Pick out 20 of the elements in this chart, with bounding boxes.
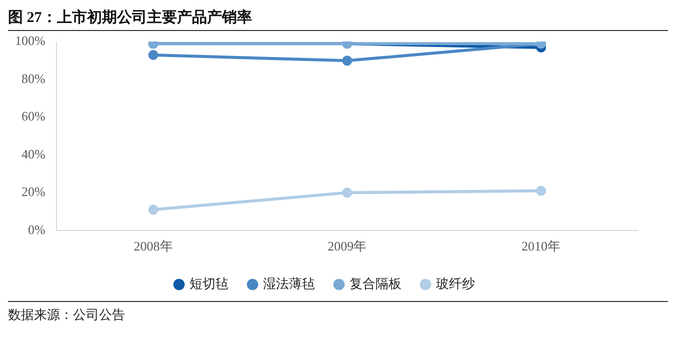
point — [342, 56, 352, 66]
y-tick-label: 40% — [21, 146, 46, 162]
chart-title: 图 27：上市初期公司主要产品产销率 — [8, 8, 668, 31]
y-tick-label: 100% — [14, 33, 46, 48]
y-tick-label: 60% — [21, 108, 46, 124]
y-tick-label: 20% — [21, 184, 46, 200]
legend-label: 湿法薄毡 — [263, 276, 315, 291]
legend-label: 复合隔板 — [350, 276, 402, 291]
x-tick-label: 2010年 — [522, 238, 561, 254]
point — [148, 204, 158, 215]
legend-label: 短切毡 — [190, 276, 228, 291]
point — [148, 50, 158, 60]
point — [536, 186, 546, 196]
y-tick-label: 80% — [21, 70, 46, 86]
source-note: 数据来源：公司公告 — [8, 306, 126, 324]
point — [342, 188, 352, 198]
y-tick-label: 0% — [28, 222, 46, 237]
legend-label: 玻纤纱 — [436, 276, 475, 291]
x-tick-label: 2009年 — [328, 238, 367, 254]
x-tick-label: 2008年 — [134, 238, 173, 254]
